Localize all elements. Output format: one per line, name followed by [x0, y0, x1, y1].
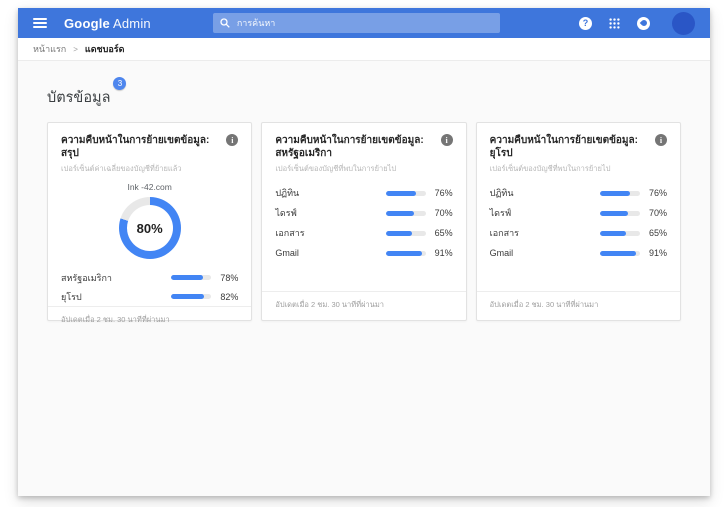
progress-bar	[599, 210, 640, 216]
card-title: ความคืบหน้าในการย้ายเขตข้อมูล: สรุป	[61, 135, 210, 159]
row-label: ปฏิทิน	[275, 188, 300, 198]
row-value: 91%	[648, 248, 667, 258]
card-subtitle: เปอร์เซ็นต์ของบัญชีที่พบในการย้ายไป	[275, 164, 397, 173]
progress-row: ไดรฟ์ 70%	[490, 203, 667, 223]
breadcrumb: หน้าแรก > แดชบอร์ด	[18, 38, 710, 61]
progress-row: ปฏิทิน 76%	[490, 183, 667, 203]
breadcrumb-current: แดชบอร์ด	[84, 44, 125, 54]
donut-chart: Ink -42.com 80%	[61, 182, 238, 259]
card-list: ความคืบหน้าในการย้ายเขตข้อมูล: สรุป i เป…	[47, 122, 681, 324]
progress-bar	[171, 294, 212, 299]
donut-value: 80%	[126, 205, 173, 251]
search-icon	[220, 18, 230, 28]
row-value: 70%	[648, 208, 667, 218]
donut-ring: 80%	[118, 197, 181, 259]
progress-bar	[599, 250, 640, 256]
progress-row: สหรัฐอเมริกา 78%	[61, 268, 238, 287]
account-avatar[interactable]	[672, 11, 695, 35]
info-icon[interactable]: i	[654, 134, 667, 146]
progress-bar	[385, 250, 426, 256]
help-icon[interactable]: ?	[579, 16, 592, 30]
row-label: ไดรฟ์	[489, 208, 512, 218]
progress-rows: ปฏิทิน 76% ไดรฟ์ 70% เอกสาร 65%	[490, 183, 667, 263]
card-count-badge: 3	[113, 77, 127, 90]
row-value: 70%	[434, 208, 453, 218]
row-value: 76%	[434, 188, 453, 198]
row-value: 76%	[648, 188, 667, 198]
row-label: ปฏิทิน	[489, 188, 514, 198]
row-value: 65%	[434, 228, 453, 238]
brand-admin: Admin	[112, 15, 151, 31]
page-title: บัตรข้อมูล 3	[47, 77, 127, 109]
search-input[interactable]	[236, 18, 493, 28]
row-label: เอกสาร	[275, 228, 305, 238]
progress-bar	[599, 190, 640, 196]
progress-row: ไดรฟ์ 70%	[275, 203, 452, 223]
menu-icon[interactable]	[33, 18, 47, 28]
info-icon[interactable]: i	[226, 134, 239, 146]
row-label: ยุโรป	[61, 291, 82, 302]
dashboard-content: บัตรข้อมูล 3 ความคืบหน้าในการย้ายเขตข้อม…	[18, 61, 710, 496]
card-title: ความคืบหน้าในการย้ายเขตข้อมูล: ยุโรป	[489, 135, 638, 159]
progress-bar	[171, 275, 212, 280]
breadcrumb-home[interactable]: หน้าแรก	[33, 44, 67, 54]
app-title: Google Admin	[64, 16, 151, 31]
progress-row: Gmail 91%	[490, 243, 667, 263]
progress-rows: สหรัฐอเมริกา 78% ยุโรป 82%	[61, 268, 238, 306]
card-united-states: ความคืบหน้าในการย้ายเขตข้อมูล: สหรัฐอเมร…	[261, 122, 467, 321]
progress-row: ปฏิทิน 76%	[275, 183, 452, 203]
progress-bar	[385, 190, 426, 196]
progress-rows: ปฏิทิน 76% ไดรฟ์ 70% เอกสาร 65%	[275, 183, 452, 263]
card-title: ความคืบหน้าในการย้ายเขตข้อมูล: สหรัฐอเมร…	[275, 135, 424, 159]
progress-row: Gmail 91%	[275, 243, 452, 263]
donut-label: Ink -42.com	[127, 182, 172, 192]
progress-bar	[599, 230, 640, 236]
card-subtitle: เปอร์เซ็นต์ของบัญชีที่พบในการย้ายไป	[489, 164, 611, 173]
search-box[interactable]	[212, 13, 500, 33]
row-label: Gmail	[489, 248, 514, 258]
topbar-actions: ?	[579, 11, 695, 35]
row-label: เอกสาร	[489, 228, 519, 238]
row-label: ไดรฟ์	[275, 208, 297, 218]
card-updated-status: อัปเดตเมื่อ 2 ชม. 30 นาทีที่ผ่านมา	[48, 306, 252, 335]
apps-grid-icon[interactable]	[609, 17, 620, 29]
row-label: Gmail	[275, 248, 299, 258]
progress-row: เอกสาร 65%	[490, 223, 667, 243]
row-value: 91%	[434, 248, 453, 258]
card-summary: ความคืบหน้าในการย้ายเขตข้อมูล: สรุป i เป…	[47, 122, 253, 324]
row-value: 78%	[220, 272, 239, 283]
card-subtitle: เปอร์เซ็นต์ค่าเฉลี่ยของบัญชีที่ย้ายแล้ว	[61, 164, 182, 173]
row-value: 82%	[220, 291, 239, 302]
card-updated-status: อัปเดตเมื่อ 2 ชม. 30 นาทีที่ผ่านมา	[262, 291, 466, 320]
breadcrumb-separator-icon: >	[73, 44, 78, 54]
notifications-icon[interactable]	[637, 16, 650, 30]
brand-google: Google	[64, 15, 110, 31]
progress-bar	[385, 210, 426, 216]
row-value: 65%	[648, 228, 667, 238]
card-updated-status: อัปเดตเมื่อ 2 ชม. 30 นาทีที่ผ่านมา	[476, 291, 680, 320]
row-label: สหรัฐอเมริกา	[61, 272, 112, 283]
progress-bar	[385, 230, 426, 236]
info-icon[interactable]: i	[440, 134, 453, 146]
card-europe: ความคืบหน้าในการย้ายเขตข้อมูล: ยุโรป i เ…	[475, 122, 681, 321]
progress-row: ยุโรป 82%	[61, 287, 238, 306]
progress-row: เอกสาร 65%	[275, 223, 452, 243]
